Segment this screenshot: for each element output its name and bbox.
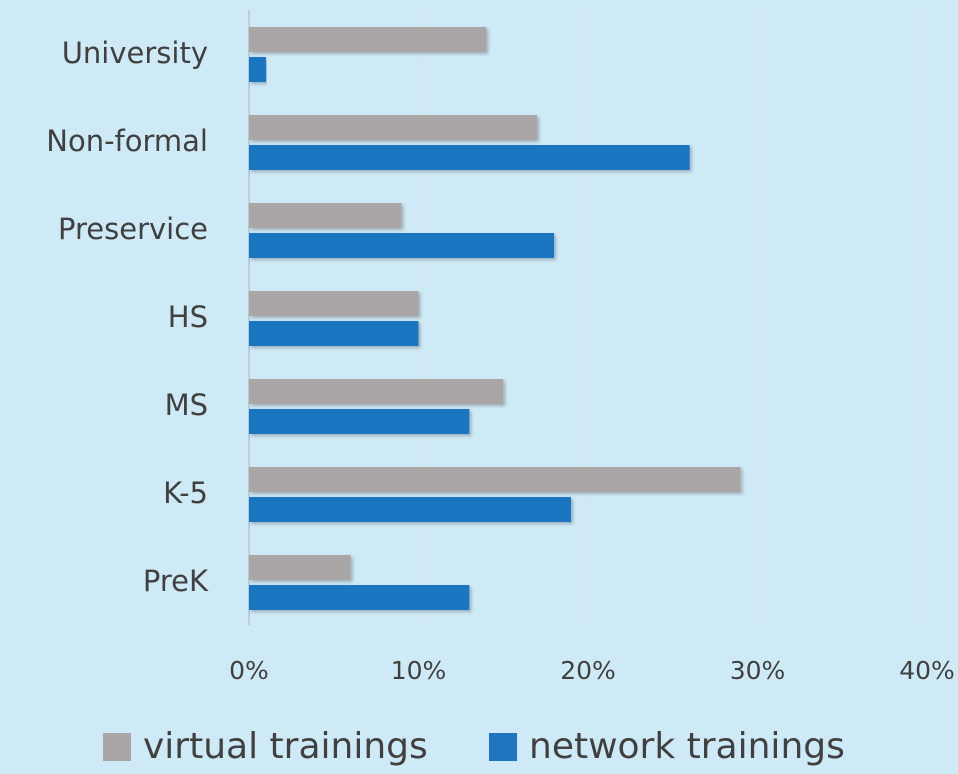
- y-tick-label: Non-formal: [46, 124, 208, 158]
- bar: [249, 291, 419, 316]
- bar: [249, 57, 266, 82]
- legend-swatch: [489, 733, 517, 761]
- bar: [249, 145, 690, 170]
- bar: [249, 467, 741, 492]
- legend-label: network trainings: [529, 726, 845, 767]
- y-tick-label: MS: [165, 388, 208, 422]
- y-tick-label: University: [62, 36, 208, 70]
- bar: [249, 379, 504, 404]
- bar: [249, 203, 402, 228]
- bar: [249, 321, 419, 346]
- bar: [249, 233, 555, 258]
- bar: [249, 409, 470, 434]
- y-tick-label: K-5: [163, 476, 208, 510]
- bar: [249, 555, 351, 580]
- legend-swatch: [103, 733, 131, 761]
- bar: [249, 115, 538, 140]
- y-tick-label: HS: [168, 300, 208, 334]
- x-tick-label: 40%: [899, 656, 955, 685]
- x-tick-label: 30%: [730, 656, 786, 685]
- y-tick-label: Preservice: [58, 212, 208, 246]
- x-tick-label: 10%: [391, 656, 447, 685]
- bar: [249, 497, 572, 522]
- x-tick-label: 20%: [560, 656, 616, 685]
- bar: [249, 585, 470, 610]
- y-tick-label: PreK: [143, 564, 209, 598]
- legend-label: virtual trainings: [143, 726, 428, 767]
- bar: [249, 27, 487, 52]
- x-tick-label: 0%: [229, 656, 269, 685]
